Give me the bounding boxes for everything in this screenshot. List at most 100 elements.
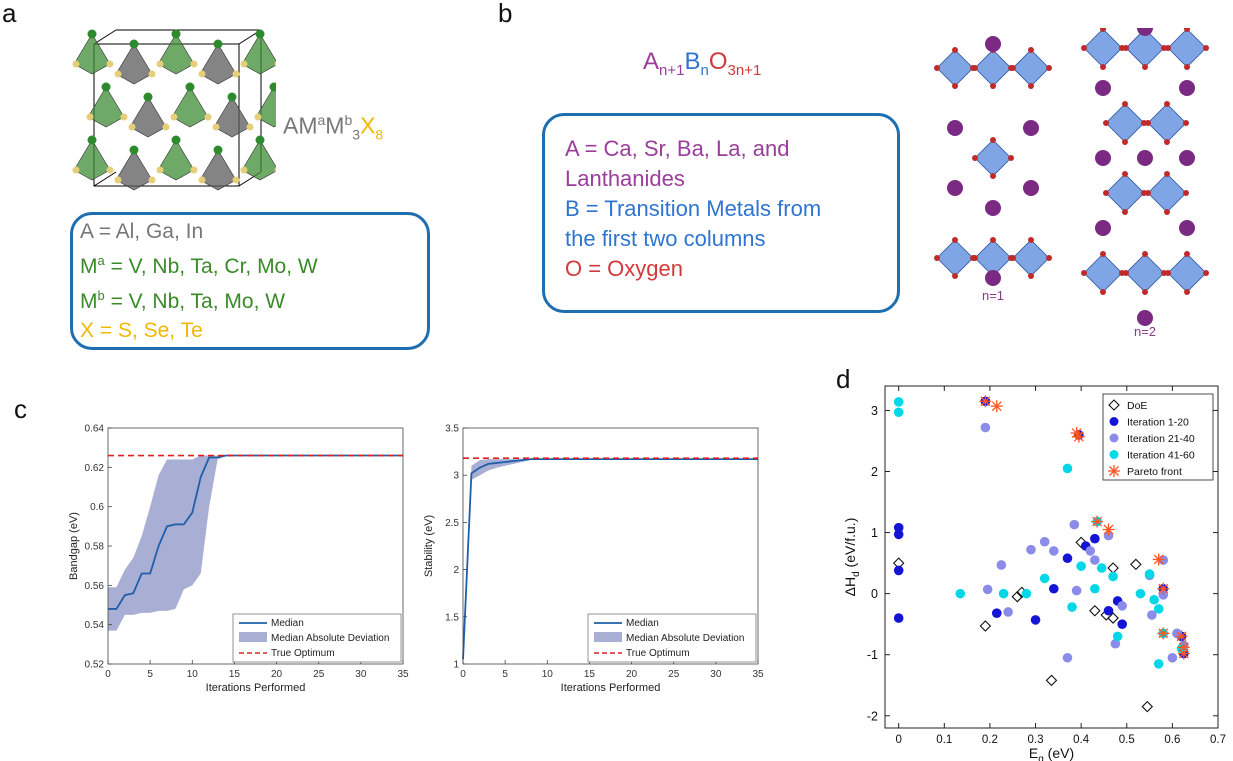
octahedron-n2 xyxy=(1167,28,1207,68)
iteration-point xyxy=(1085,546,1096,556)
panel-label-d: d xyxy=(836,364,851,394)
formula-a-sub1: 3 xyxy=(352,126,361,143)
bandgap-legend-label: Median Absolute Deviation xyxy=(271,633,389,644)
octahedron-n1 xyxy=(1012,49,1050,87)
stability-xtick-label: 25 xyxy=(668,669,680,680)
stability-ytick-label: 2.5 xyxy=(445,518,459,529)
oxygen-atom xyxy=(1100,28,1106,32)
pareto-front-point xyxy=(1175,630,1188,643)
panel-label-a: a xyxy=(2,0,17,28)
stability-median-line xyxy=(462,458,758,660)
oxygen-atom xyxy=(1028,83,1034,89)
iteration-point xyxy=(893,565,904,576)
metal-atom xyxy=(269,82,276,92)
octahedron-n1 xyxy=(974,49,1012,87)
metal-atom xyxy=(87,29,97,39)
formula-b-O-sub: 3n+1 xyxy=(727,61,762,79)
perovskite-structures: n=1 n=2 xyxy=(934,28,1209,339)
octahedron-n1 xyxy=(936,49,974,87)
metal-atom xyxy=(185,82,195,92)
structure-label-n1: n=1 xyxy=(982,288,1004,303)
metal-atom xyxy=(101,82,111,92)
chalcogen-atom xyxy=(198,70,206,78)
chalcogen-atom xyxy=(274,167,276,173)
iteration-point xyxy=(998,588,1009,599)
legend-doe-swatch xyxy=(1108,399,1120,411)
oxygen-atom xyxy=(1122,209,1128,215)
stability-xtick-label: 30 xyxy=(710,669,722,680)
tetrahedron xyxy=(115,43,153,85)
formula-b-B: B xyxy=(684,48,701,75)
oxygen-atom xyxy=(1123,270,1129,276)
panel-label-c: c xyxy=(14,394,27,424)
iteration-point xyxy=(1153,659,1164,669)
chalcogen-atom xyxy=(106,166,114,174)
scatter-xtick-label: 0.1 xyxy=(936,734,952,746)
legend-iteration-swatch xyxy=(1109,417,1119,426)
oxygen-atom xyxy=(1165,270,1171,276)
a-site-atom xyxy=(1023,180,1039,196)
oxygen-atom xyxy=(1028,237,1034,243)
element-box-b xyxy=(542,113,900,313)
iteration-point xyxy=(1048,583,1059,594)
stability-xtick-label: 10 xyxy=(542,669,554,680)
stability-ytick-label: 1 xyxy=(453,660,459,671)
oxygen-atom xyxy=(972,255,978,261)
stability-xlabel: Iterations Performed xyxy=(561,682,661,694)
scatter-xtick-label: 0.7 xyxy=(1210,734,1226,746)
scatter-xtick-label: 0 xyxy=(895,734,901,746)
doe-point xyxy=(1089,604,1101,617)
scatter-xtick-label: 0.5 xyxy=(1119,734,1135,746)
legend-pareto-swatch xyxy=(1108,465,1120,477)
chalcogen-atom xyxy=(128,123,136,131)
metal-atom xyxy=(143,92,153,102)
oxygen-atom xyxy=(934,255,940,261)
element-list-b: A = Ca, Sr, Ba, La, and Lanthanides B = … xyxy=(565,134,821,284)
iteration-point xyxy=(1030,615,1041,625)
formula-a-sup2: b xyxy=(344,112,353,128)
formula-a-part3: X xyxy=(360,112,376,139)
doe-point xyxy=(1011,590,1024,603)
pareto-scatter-chart: 0 0.1 0.2 0.3 0.4 0.5 0.6 0.7 -2 -1 0 1 2 3 Eg (eV) ΔHd… xyxy=(842,385,1226,761)
element-line-Mb: Mb = V, Nb, Ta, Mo, W xyxy=(80,288,286,313)
stability-chart: 0 5 10 15 20 25 30 35 1 1.5 2 2.5 3 3.5 Iterations Per… xyxy=(423,424,764,695)
a-site-atom xyxy=(985,270,1001,286)
doe-point xyxy=(1141,700,1154,713)
bandgap-legend-mad-swatch xyxy=(239,632,267,642)
scatter-ytick-label: 3 xyxy=(871,404,878,418)
iteration-point xyxy=(893,529,904,540)
scatter-xtick-label: 0.4 xyxy=(1073,734,1090,746)
iteration-point xyxy=(1067,602,1077,612)
chalcogen-atom xyxy=(198,176,206,184)
formula-a-part1: AM xyxy=(283,112,318,139)
bandgap-median-line xyxy=(108,454,403,610)
element-list-a: A = Al, Ga, In Ma = V, Nb, Ta, Cr, Mo, W… xyxy=(80,217,318,345)
iteration-point xyxy=(1090,583,1100,594)
tetrahedron xyxy=(199,43,237,85)
stability-legend-label: Median Absolute Deviation xyxy=(626,633,744,644)
scatter-ylabel: ΔHd (eV/f.u.) xyxy=(842,518,862,597)
chalcogen-atom xyxy=(148,176,156,184)
oxygen-atom xyxy=(1046,255,1052,261)
legend-iteration-swatch xyxy=(1109,450,1119,459)
oxygen-atom xyxy=(1122,101,1128,107)
scatter-ytick-label: 0 xyxy=(871,587,878,601)
iteration-point xyxy=(1090,533,1100,544)
iteration-point xyxy=(893,522,904,533)
scatter-ytick-label: -1 xyxy=(867,648,878,662)
bandgap-ytick-label: 0.64 xyxy=(85,424,105,435)
iteration-point xyxy=(1026,544,1036,555)
stability-ytick-label: 3.5 xyxy=(445,424,459,435)
iteration-point xyxy=(1117,601,1128,611)
scatter-xtick-label: 0.6 xyxy=(1164,734,1180,746)
chalcogen-atom xyxy=(162,123,170,131)
panel-label-b: b xyxy=(498,0,513,28)
metal-atom xyxy=(171,29,181,39)
structure-label-n2: n=2 xyxy=(1134,324,1156,339)
scatter-ytick-label: -2 xyxy=(867,709,878,723)
scatter-legend-label: Iteration 41-60 xyxy=(1127,450,1195,462)
oxygen-atom xyxy=(972,155,978,161)
a-site-atom xyxy=(985,36,1001,52)
oxygen-atom xyxy=(934,65,940,71)
chalcogen-atom xyxy=(170,113,178,121)
